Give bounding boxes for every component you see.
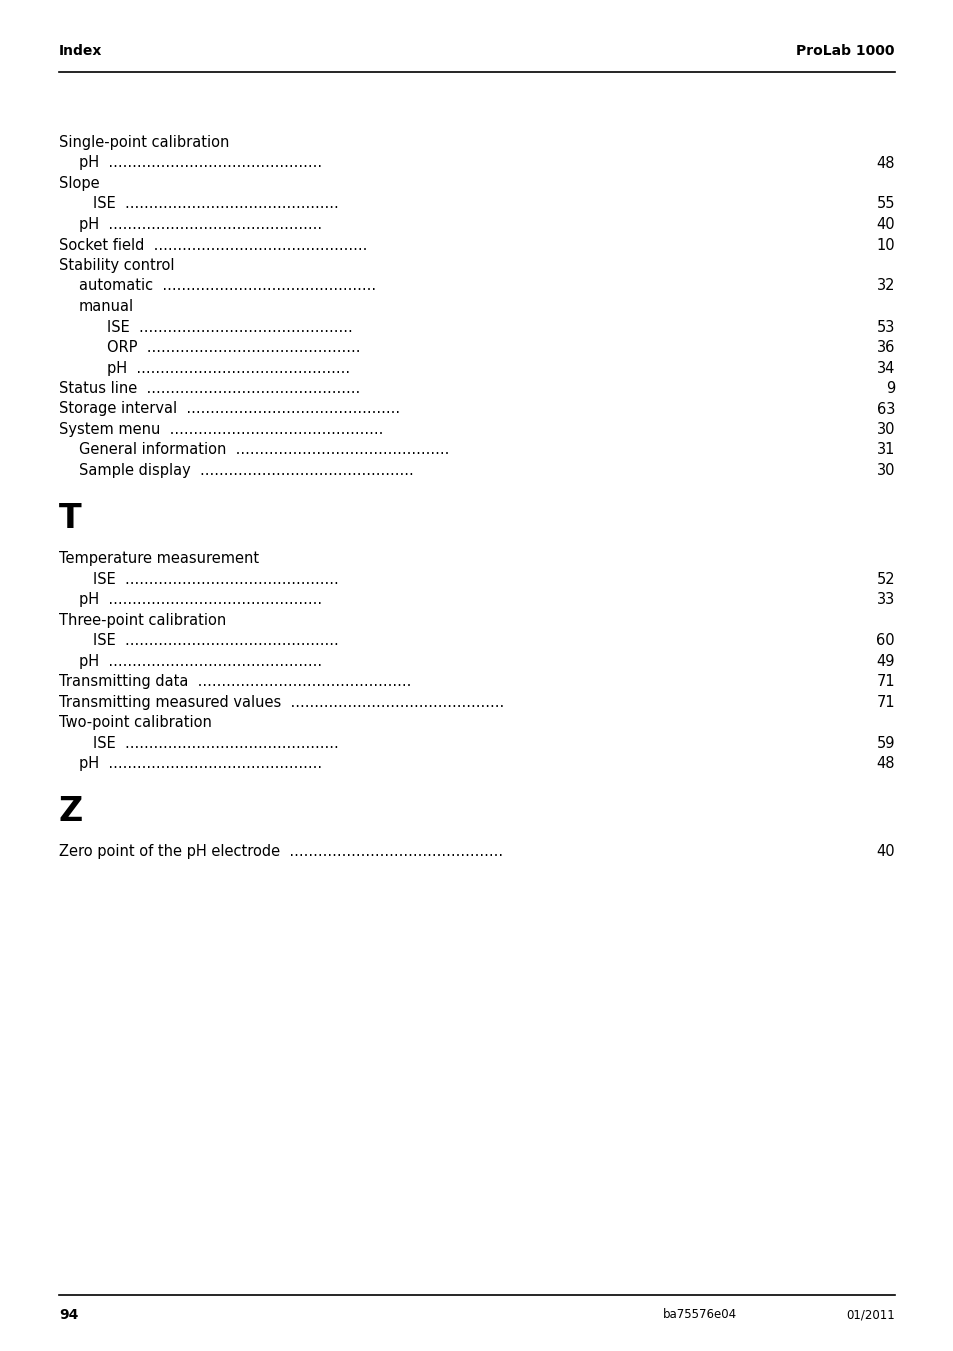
Text: pH  .............................................: pH .....................................… <box>79 592 322 607</box>
Text: Two-point calibration: Two-point calibration <box>59 715 212 730</box>
Text: Temperature measurement: Temperature measurement <box>59 551 259 566</box>
Text: 48: 48 <box>876 757 894 771</box>
Text: 31: 31 <box>876 443 894 458</box>
Text: ISE  .............................................: ISE ....................................… <box>107 319 353 335</box>
Text: manual: manual <box>79 299 134 313</box>
Text: Index: Index <box>59 45 102 58</box>
Text: 60: 60 <box>876 634 894 648</box>
Text: 49: 49 <box>876 654 894 669</box>
Text: automatic  .............................................: automatic ..............................… <box>79 278 375 293</box>
Text: Zero point of the pH electrode  .............................................: Zero point of the pH electrode .........… <box>59 844 502 859</box>
Text: 01/2011: 01/2011 <box>845 1308 894 1321</box>
Text: Socket field  .............................................: Socket field ...........................… <box>59 238 367 253</box>
Text: Transmitting measured values  .............................................: Transmitting measured values ...........… <box>59 694 504 709</box>
Text: pH  .............................................: pH .....................................… <box>79 155 322 170</box>
Text: 9: 9 <box>884 381 894 396</box>
Text: 32: 32 <box>876 278 894 293</box>
Text: ProLab 1000: ProLab 1000 <box>796 45 894 58</box>
Text: 48: 48 <box>876 155 894 170</box>
Text: 55: 55 <box>876 196 894 212</box>
Text: T: T <box>59 503 82 535</box>
Text: Status line  .............................................: Status line ............................… <box>59 381 360 396</box>
Text: Storage interval  .............................................: Storage interval .......................… <box>59 401 399 416</box>
Text: pH  .............................................: pH .....................................… <box>79 218 322 232</box>
Text: Slope: Slope <box>59 176 99 190</box>
Text: ISE  .............................................: ISE ....................................… <box>92 736 338 751</box>
Text: 40: 40 <box>876 218 894 232</box>
Text: 71: 71 <box>876 694 894 709</box>
Text: ISE  .............................................: ISE ....................................… <box>92 571 338 586</box>
Text: 71: 71 <box>876 674 894 689</box>
Text: 36: 36 <box>876 340 894 355</box>
Text: pH  .............................................: pH .....................................… <box>79 654 322 669</box>
Text: 59: 59 <box>876 736 894 751</box>
Text: Three-point calibration: Three-point calibration <box>59 612 226 628</box>
Text: 34: 34 <box>876 361 894 376</box>
Text: Stability control: Stability control <box>59 258 174 273</box>
Text: pH  .............................................: pH .....................................… <box>79 757 322 771</box>
Text: Transmitting data  .............................................: Transmitting data ......................… <box>59 674 411 689</box>
Text: System menu  .............................................: System menu ............................… <box>59 422 383 436</box>
Text: Single-point calibration: Single-point calibration <box>59 135 229 150</box>
Text: ORP  .............................................: ORP ....................................… <box>107 340 360 355</box>
Text: Z: Z <box>59 796 83 828</box>
Text: ba75576e04: ba75576e04 <box>662 1308 737 1321</box>
Text: General information  .............................................: General information ....................… <box>79 443 449 458</box>
Text: 63: 63 <box>876 401 894 416</box>
Text: 10: 10 <box>876 238 894 253</box>
Text: 94: 94 <box>59 1308 78 1323</box>
Text: Sample display  .............................................: Sample display .........................… <box>79 463 414 478</box>
Text: 30: 30 <box>876 422 894 436</box>
Text: ISE  .............................................: ISE ....................................… <box>92 196 338 212</box>
Text: pH  .............................................: pH .....................................… <box>107 361 350 376</box>
Text: 53: 53 <box>876 319 894 335</box>
Text: 30: 30 <box>876 463 894 478</box>
Text: 40: 40 <box>876 844 894 859</box>
Text: 33: 33 <box>876 592 894 607</box>
Text: ISE  .............................................: ISE ....................................… <box>92 634 338 648</box>
Text: 52: 52 <box>876 571 894 586</box>
